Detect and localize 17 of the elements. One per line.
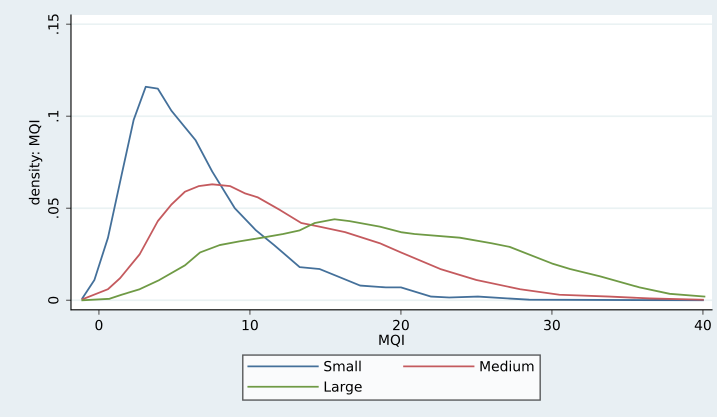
x-tick-label: 40 — [694, 320, 711, 330]
legend-label: Small — [324, 360, 361, 372]
x-tick-label: 0 — [95, 320, 102, 330]
legend-label: Medium — [480, 360, 534, 372]
line-series — [81, 86, 704, 302]
legend-label: Large — [324, 381, 362, 394]
x-tick-label: 20 — [393, 320, 409, 330]
line-series — [81, 183, 704, 301]
y-tick-label: .15 — [48, 14, 59, 34]
x-axis-title: MQI — [379, 334, 404, 347]
y-axis-title: density: MQI — [28, 120, 42, 205]
y-tick-label: 0 — [48, 296, 59, 304]
y-tick-label: .1 — [48, 110, 58, 122]
x-tick-label: 30 — [544, 320, 560, 330]
x-tick-label: 10 — [242, 320, 258, 330]
y-tick-label: .05 — [48, 198, 59, 218]
line-series — [81, 218, 706, 302]
